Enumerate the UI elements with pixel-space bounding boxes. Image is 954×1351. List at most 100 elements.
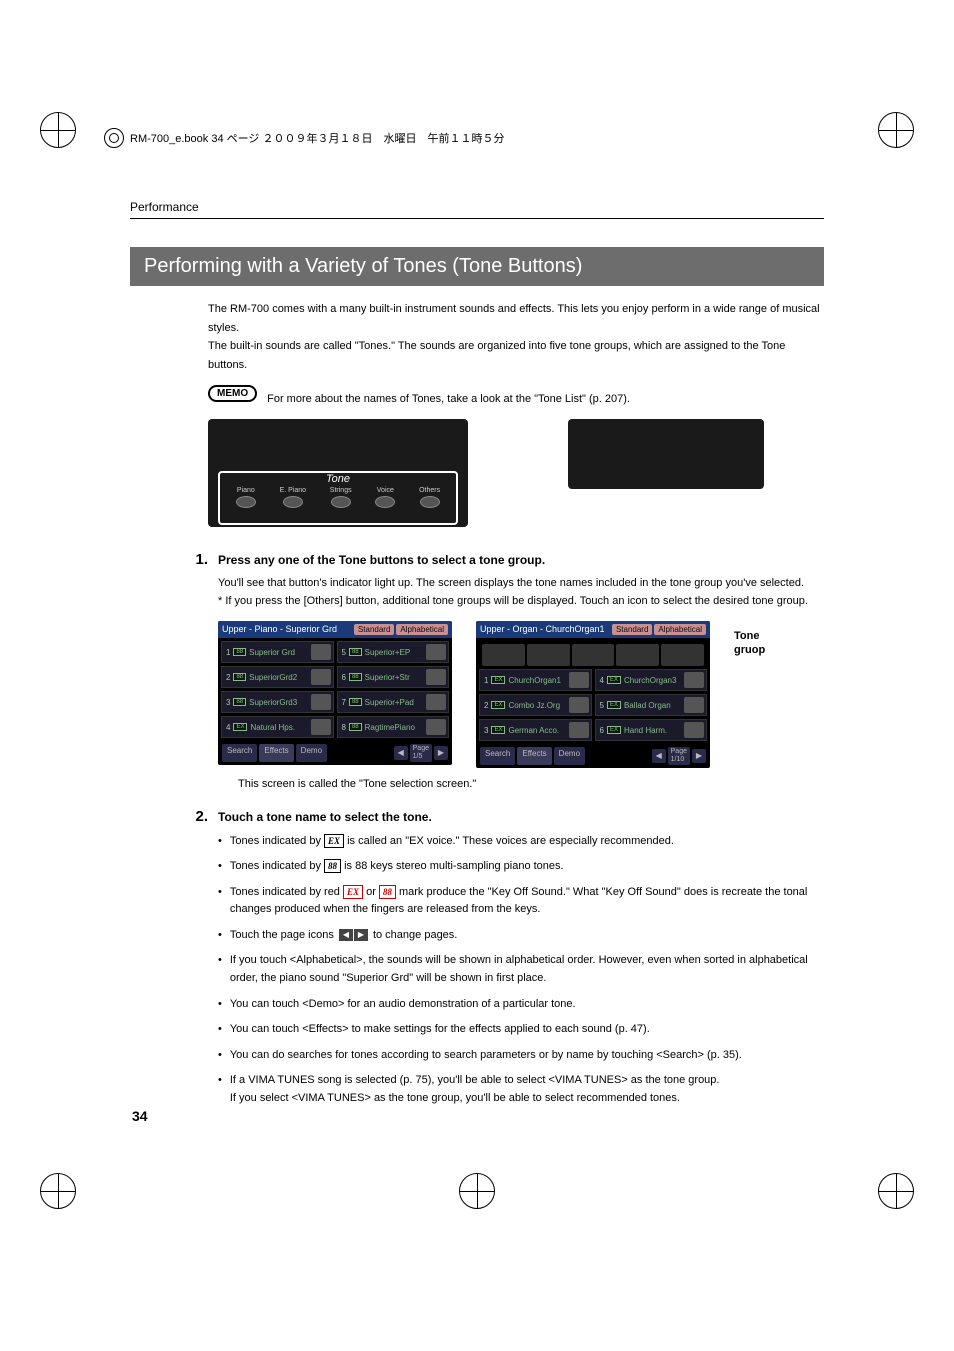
organ-tone-5[interactable]: 5 EX Ballad Organ (595, 694, 708, 716)
tone-button-others[interactable]: Others (419, 487, 440, 508)
screen-piano-grid: 1 88 Superior Grd5 88 Superior+EP2 88 Su… (221, 641, 449, 738)
screen-organ-grid: 1 EX ChurchOrgan14 EX ChurchOrgan32 EX C… (479, 669, 707, 741)
piano-tab-standard[interactable]: Standard (354, 624, 394, 635)
piano-tone-5[interactable]: 5 88 Superior+EP (337, 641, 450, 663)
header-rule (130, 218, 824, 219)
bullet-88: • Tones indicated by 88 is 88 keys stere… (218, 858, 824, 876)
b2b: is 88 keys stereo multi-sampling piano t… (344, 860, 564, 872)
bullet-vima: • If a VIMA TUNES song is selected (p. 7… (218, 1072, 824, 1107)
eight-icon: 88 (324, 859, 341, 873)
bullet-pages: • Touch the page icons ◀▶ to change page… (218, 927, 824, 945)
intro-line2: The built-in sounds are called "Tones." … (208, 337, 824, 374)
step1-line2: * If you press the [Others] button, addi… (218, 592, 824, 611)
step2-title: Touch a tone name to select the tone. (218, 810, 432, 824)
organ-tone-4[interactable]: 4 EX ChurchOrgan3 (595, 669, 708, 691)
b1b: is called an "EX voice." These voices ar… (347, 835, 674, 847)
piano-tone-6[interactable]: 6 88 Superior+Str (337, 666, 450, 688)
organ-search-button[interactable]: Search (480, 747, 515, 764)
b8: You can do searches for tones according … (230, 1047, 742, 1065)
register-icon (104, 128, 124, 148)
page-arrows-icon: ◀▶ (339, 929, 368, 941)
organ-category-icon[interactable] (616, 644, 659, 666)
breadcrumb: Performance (130, 200, 824, 214)
tone-group-label: Tone gruop (734, 629, 765, 658)
organ-tone-1[interactable]: 1 EX ChurchOrgan1 (479, 669, 592, 691)
organ-demo-button[interactable]: Demo (554, 747, 585, 764)
ex-red-icon: EX (343, 885, 363, 899)
bullet-alpha: • If you touch <Alphabetical>, the sound… (218, 952, 824, 987)
step-1: 1. Press any one of the Tone buttons to … (188, 551, 824, 611)
page-title: Performing with a Variety of Tones (Tone… (130, 247, 824, 286)
b1a: Tones indicated by (230, 835, 324, 847)
b4b: to change pages. (373, 929, 457, 941)
screen-piano: Upper - Piano - Superior Grd StandardAlp… (218, 621, 452, 764)
screen-organ-tabs: StandardAlphabetical (612, 624, 706, 635)
screen-organ: Upper - Organ - ChurchOrgan1 StandardAlp… (476, 621, 710, 767)
piano-demo-button[interactable]: Demo (296, 744, 327, 761)
bullet-search: • You can do searches for tones accordin… (218, 1047, 824, 1065)
prev-icon[interactable]: ◀ (652, 749, 666, 763)
b2a: Tones indicated by (230, 860, 324, 872)
screen-piano-header: Upper - Piano - Superior Grd (222, 624, 337, 635)
intro-line1: The RM-700 comes with a many built-in in… (208, 300, 824, 337)
organ-tone-3[interactable]: 3 EX German Acco. (479, 719, 592, 741)
screen-piano-footer: SearchEffectsDemo (222, 744, 327, 761)
ex-icon: EX (324, 834, 344, 848)
b3a: Tones indicated by red (230, 886, 343, 898)
piano-tab-alphabetical[interactable]: Alphabetical (396, 624, 448, 635)
b7: You can touch <Effects> to make settings… (230, 1021, 650, 1039)
piano-effects-button[interactable]: Effects (259, 744, 293, 761)
tone-button-epiano[interactable]: E. Piano (280, 487, 306, 508)
crop-mark-tl (40, 112, 76, 148)
bullet-ex: • Tones indicated by EX is called an "EX… (218, 833, 824, 851)
step1-title: Press any one of the Tone buttons to sel… (218, 553, 545, 567)
intro-text: The RM-700 comes with a many built-in in… (208, 300, 824, 375)
memo-text: For more about the names of Tones, take … (267, 385, 630, 405)
next-icon[interactable]: ▶ (692, 749, 706, 763)
screen-organ-pagenav: ◀ Page 1/10 ▶ (652, 747, 706, 764)
organ-effects-button[interactable]: Effects (517, 747, 551, 764)
page-number: 34 (132, 1108, 148, 1124)
organ-category-icon[interactable] (572, 644, 615, 666)
screen-organ-header: Upper - Organ - ChurchOrgan1 (480, 624, 605, 635)
organ-tone-6[interactable]: 6 EX Hand Harm. (595, 719, 708, 741)
screen-piano-page: Page 1/5 (410, 744, 432, 761)
tone-buttons-row: Piano E. Piano Strings Voice Others (220, 485, 456, 510)
step1-num: 1. (188, 551, 208, 568)
piano-tone-2[interactable]: 2 88 SuperiorGrd2 (221, 666, 334, 688)
piano-tone-7[interactable]: 7 88 Superior+Pad (337, 691, 450, 713)
prev-icon[interactable]: ◀ (394, 746, 408, 760)
tone-button-voice[interactable]: Voice (375, 487, 395, 508)
crop-mark-tr (878, 112, 914, 148)
memo: MEMO For more about the names of Tones, … (208, 385, 824, 405)
screen-piano-pagenav: ◀ Page 1/5 ▶ (394, 744, 448, 761)
print-header: RM-700_e.book 34 ページ ２００９年３月１８日 水曜日 午前１１… (104, 128, 504, 148)
b5: If you touch <Alphabetical>, the sounds … (230, 952, 824, 987)
bullet-effects: • You can touch <Effects> to make settin… (218, 1021, 824, 1039)
piano-tone-3[interactable]: 3 88 SuperiorGrd3 (221, 691, 334, 713)
crop-mark-bc (459, 1173, 495, 1209)
eight-red-icon: 88 (379, 885, 396, 899)
organ-category-icon[interactable] (527, 644, 570, 666)
tone-button-strings[interactable]: Strings (330, 487, 352, 508)
b3b: or (366, 886, 379, 898)
piano-search-button[interactable]: Search (222, 744, 257, 761)
crop-mark-br (878, 1173, 914, 1209)
organ-tab-alphabetical[interactable]: Alphabetical (654, 624, 706, 635)
step-2: 2. Touch a tone name to select the tone.… (188, 808, 824, 1108)
piano-tone-4[interactable]: 4 EX Natural Hps. (221, 716, 334, 738)
screen-organ-page: Page 1/10 (668, 747, 690, 764)
piano-tone-8[interactable]: 8 88 RagtimePiano (337, 716, 450, 738)
piano-tone-1[interactable]: 1 88 Superior Grd (221, 641, 334, 663)
tone-button-piano[interactable]: Piano (236, 487, 256, 508)
screens-row: Upper - Piano - Superior Grd StandardAlp… (218, 621, 824, 767)
organ-tab-standard[interactable]: Standard (612, 624, 652, 635)
organ-category-icon[interactable] (661, 644, 704, 666)
step2-bullets: • Tones indicated by EX is called an "EX… (218, 833, 824, 1108)
organ-category-icon[interactable] (482, 644, 525, 666)
book-line: RM-700_e.book 34 ページ ２００９年３月１８日 水曜日 午前１１… (130, 130, 504, 146)
step2-num: 2. (188, 808, 208, 825)
organ-tone-2[interactable]: 2 EX Combo Jz.Org (479, 694, 592, 716)
next-icon[interactable]: ▶ (434, 746, 448, 760)
panel-row: Tone PianoE. PianoStringsVoiceOthers (208, 419, 824, 527)
